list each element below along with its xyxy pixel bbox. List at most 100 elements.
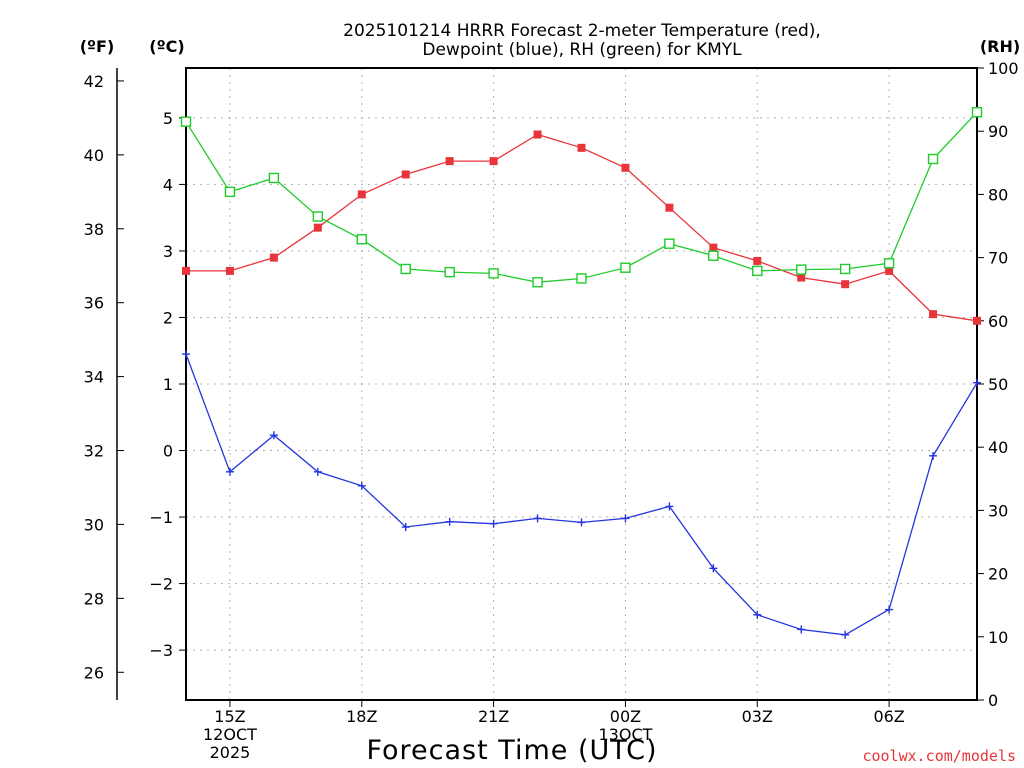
temperature-point: [313, 223, 322, 232]
celsius-tick-label: 5: [163, 109, 173, 128]
rh-point: [576, 273, 587, 284]
celsius-tick-label: −1: [149, 508, 173, 527]
celsius-tick-label: 2: [163, 308, 173, 327]
celsius-tick-label: 3: [163, 242, 173, 261]
temperature-point: [973, 316, 981, 325]
dewpoint-point: [533, 514, 542, 523]
rh-point: [971, 107, 983, 118]
fahrenheit-unit-label: (ºF): [80, 37, 115, 56]
chart-title-line2: Dewpoint (blue), RH (green) for KMYL: [422, 40, 742, 60]
temperature-point: [709, 243, 718, 252]
x-tick-label: 13OCT: [598, 725, 652, 744]
dewpoint-point: [665, 502, 674, 511]
fahrenheit-tick-label: 28: [84, 589, 104, 608]
x-tick-label: 21Z: [478, 707, 509, 726]
rh-point: [883, 258, 895, 269]
dewpoint-point: [269, 431, 278, 440]
rh-point: [927, 153, 939, 165]
temperature-point: [445, 157, 454, 166]
celsius-unit-label: (ºC): [149, 37, 184, 56]
temperature-point: [357, 190, 366, 199]
dewpoint-point: [445, 517, 454, 526]
rh-unit-label: (RH): [980, 37, 1020, 56]
rh-point: [796, 264, 807, 275]
temperature-point: [401, 170, 410, 179]
rh-tick-label: 80: [988, 185, 1008, 204]
dewpoint-point: [753, 610, 762, 619]
chart-title-line1: 2025101214 HRRR Forecast 2-meter Tempera…: [343, 21, 821, 41]
temperature-point: [533, 130, 542, 139]
rh-point: [312, 211, 324, 222]
dewpoint-point: [929, 451, 938, 460]
x-tick-label: 06Z: [873, 707, 904, 726]
dewpoint-point: [797, 625, 806, 634]
rh-tick-label: 0: [988, 691, 998, 710]
series: [180, 107, 983, 639]
rh-tick-label: 70: [988, 249, 1008, 268]
rh-tick-label: 30: [988, 501, 1008, 520]
gridlines: [186, 68, 977, 700]
dewpoint-point: [225, 467, 234, 476]
celsius-tick-label: −2: [149, 575, 173, 594]
rh-tick-label: 50: [988, 375, 1008, 394]
rh-point: [180, 116, 192, 127]
temperature-line: [186, 133, 978, 322]
rh-tick-label: 60: [988, 312, 1008, 331]
dewpoint-point: [313, 467, 322, 476]
rh-tick-label: 20: [988, 565, 1008, 584]
temperature-point: [577, 143, 586, 152]
rh-point: [532, 277, 543, 288]
credit-text: coolwx.com/models: [862, 747, 1016, 765]
celsius-tick-label: −3: [149, 641, 173, 660]
dewpoint-line: [185, 353, 978, 636]
dewpoint-point: [621, 514, 630, 523]
x-tick-label: 12OCT: [203, 725, 257, 744]
rh-point: [268, 172, 280, 184]
rh-tick-label: 10: [988, 628, 1008, 647]
temperature-point: [665, 203, 674, 212]
dewpoint-point: [357, 481, 366, 490]
rh-line: [185, 111, 978, 283]
rh-point: [400, 263, 411, 275]
temperature-point: [269, 253, 278, 262]
temperature-point: [621, 163, 630, 172]
temperature-point: [225, 266, 234, 275]
temperature-point: [489, 157, 498, 166]
fahrenheit-tick-label: 26: [84, 663, 104, 682]
rh-point: [664, 238, 675, 249]
fahrenheit-tick-label: 40: [84, 146, 104, 165]
temperature-point: [182, 266, 190, 275]
x-axis-title: Forecast Time (UTC): [366, 735, 657, 766]
dewpoint-point: [489, 519, 498, 528]
x-tick-label: 2025: [210, 743, 251, 762]
temperature-point: [885, 266, 894, 275]
rh-point: [224, 186, 236, 198]
rh-point: [356, 234, 367, 245]
celsius-tick-label: 1: [163, 375, 173, 394]
dewpoint-point: [973, 378, 981, 387]
temperature-point: [929, 310, 938, 319]
rh-tick-label: 90: [988, 122, 1008, 141]
celsius-tick-label: 0: [163, 442, 173, 461]
dewpoint-point: [841, 630, 850, 639]
dewpoint-point: [401, 523, 410, 532]
rh-tick-label: 100: [988, 59, 1019, 78]
rh-point: [752, 265, 763, 277]
dewpoint-point: [885, 605, 894, 614]
temperature-point: [797, 273, 806, 282]
fahrenheit-tick-label: 32: [84, 442, 104, 461]
dewpoint-point: [577, 518, 586, 527]
x-tick-label: 00Z: [610, 707, 641, 726]
rh-point: [839, 263, 851, 275]
temperature-point: [753, 256, 762, 265]
celsius-tick-label: 4: [163, 175, 173, 194]
dewpoint-point: [709, 564, 718, 573]
fahrenheit-tick-label: 36: [84, 294, 104, 313]
fahrenheit-tick-label: 30: [84, 515, 104, 534]
rh-point: [620, 262, 631, 273]
rh-tick-label: 40: [988, 438, 1008, 457]
rh-point: [488, 268, 499, 279]
fahrenheit-tick-label: 38: [84, 220, 104, 239]
